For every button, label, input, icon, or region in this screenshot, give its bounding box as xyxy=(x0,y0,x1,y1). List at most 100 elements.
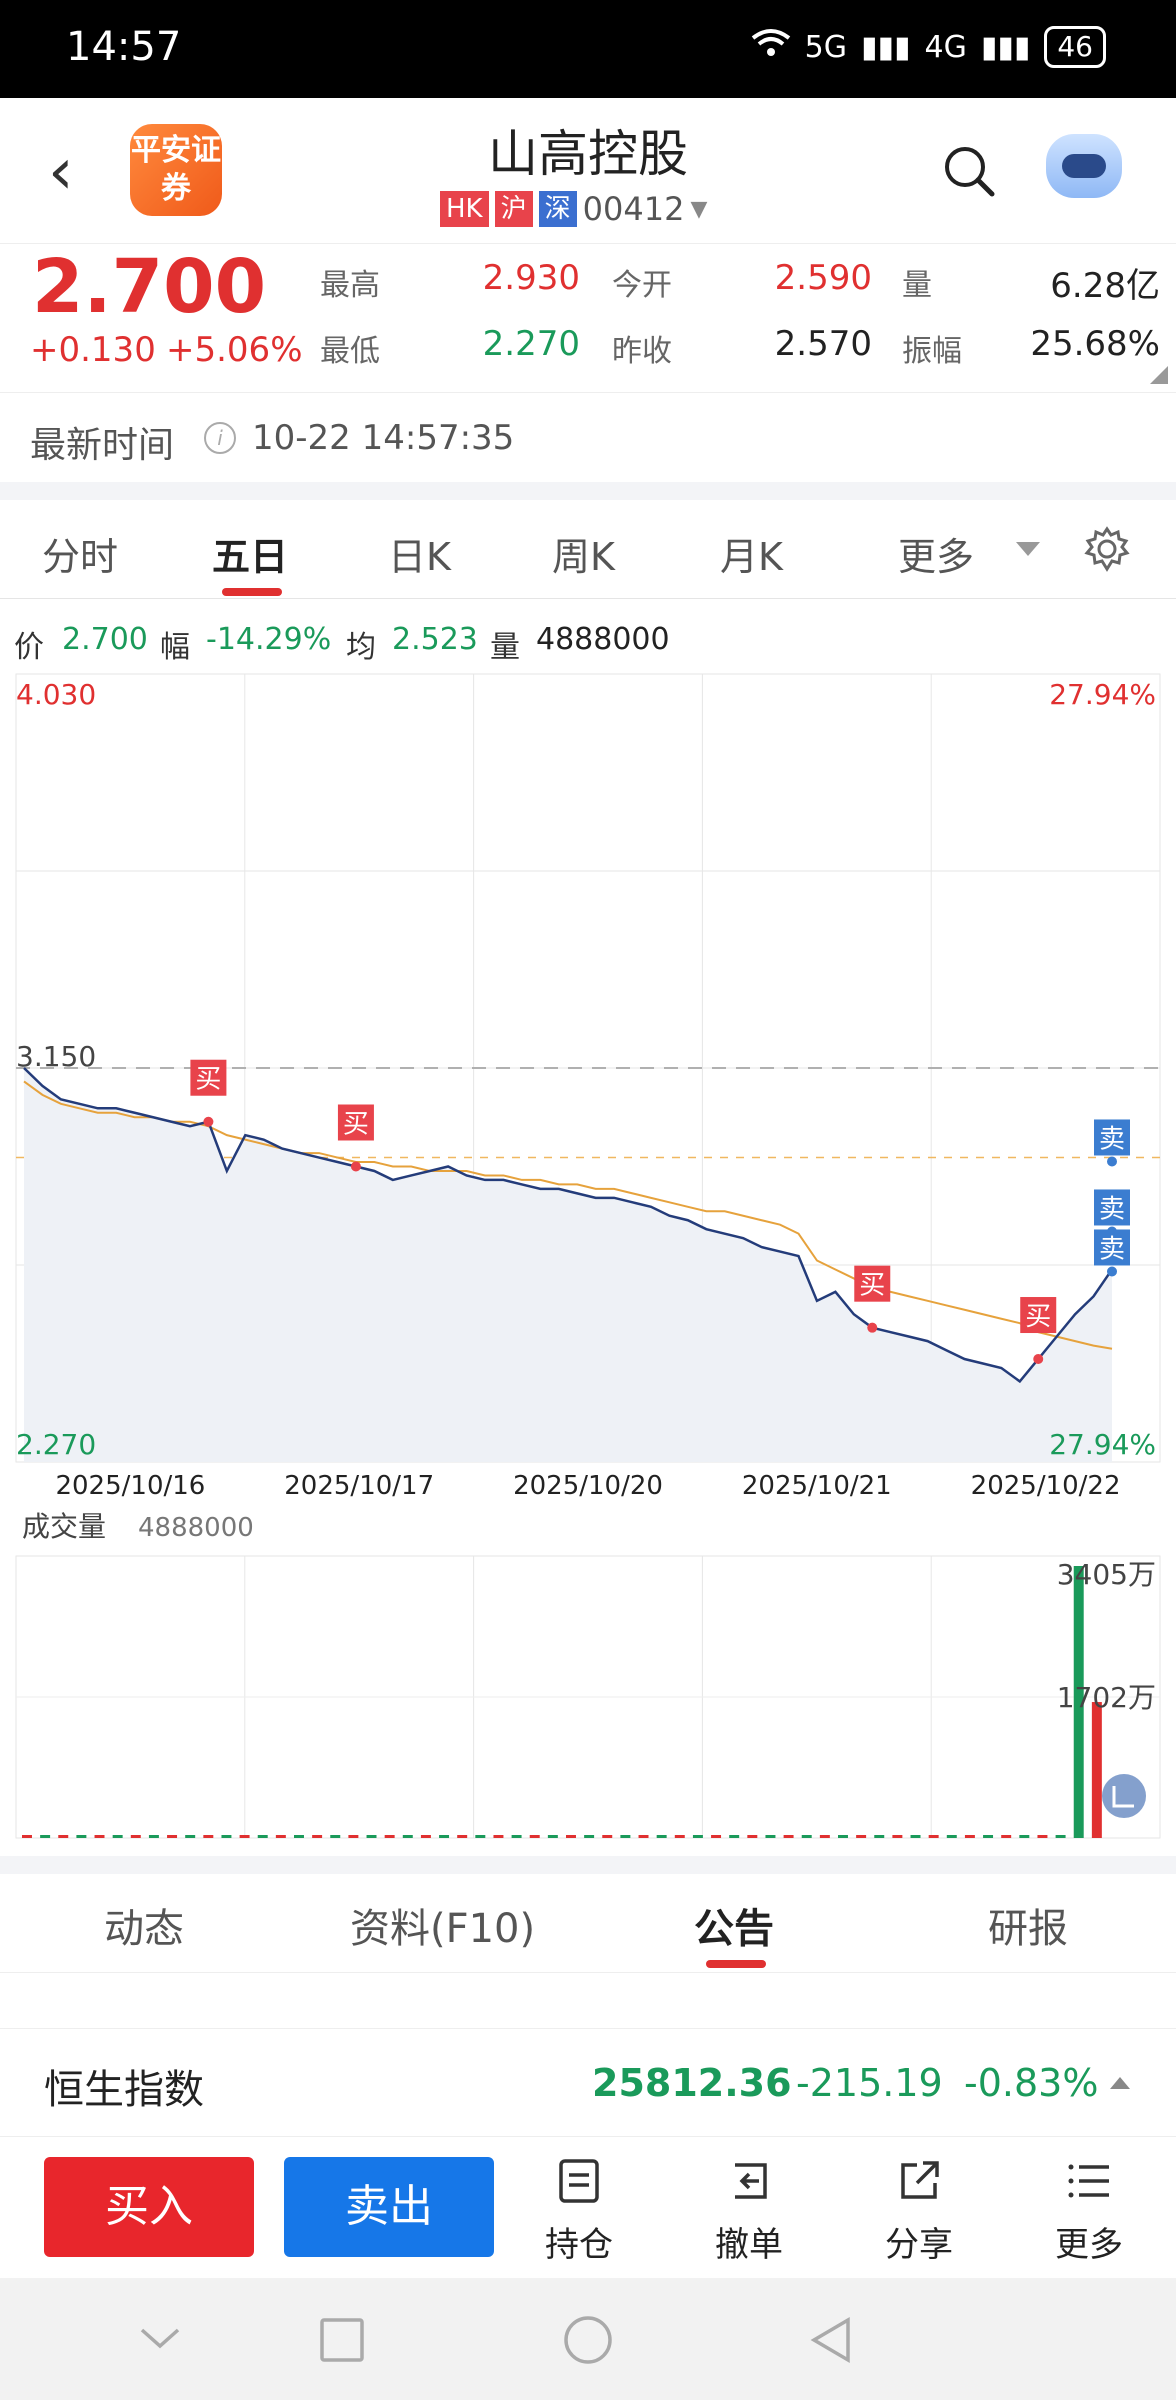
volume-bar xyxy=(783,1835,794,1838)
tab-f10[interactable]: 资料(F10) xyxy=(350,1906,536,1952)
tab-news[interactable]: 动态 xyxy=(104,1906,184,1952)
index-ticker[interactable]: 恒生指数 25812.36 -215.19 -0.83% xyxy=(0,2028,1176,2135)
sell-marker-dot xyxy=(1107,1156,1117,1167)
buy-marker-badge xyxy=(337,1104,374,1141)
search-icon[interactable] xyxy=(942,144,996,202)
latest-time-label: 最新时间 xyxy=(30,425,175,466)
buy-button[interactable]: 买入 xyxy=(44,2157,254,2257)
buy-marker-dot xyxy=(1033,1354,1044,1365)
volume-bar xyxy=(1019,1835,1030,1838)
tab-monthly-k[interactable]: 月K xyxy=(720,535,783,579)
prev-close-label: 昨收 xyxy=(612,334,672,369)
back-nav-icon[interactable] xyxy=(806,2314,858,2366)
current-price: 2.700 xyxy=(32,244,267,330)
info-vol-label: 量 xyxy=(490,630,520,665)
info-icon[interactable]: i xyxy=(204,422,236,454)
trade-action-bar: 买入 卖出 持仓 撤单 分享 更多 xyxy=(0,2136,1176,2279)
fullscreen-icon[interactable] xyxy=(1102,1774,1146,1818)
stock-header: ‹ 平安证券 山高控股 HK 沪 深 00412 ▼ xyxy=(0,98,1176,244)
volume-bar xyxy=(257,1835,268,1838)
stock-code-row[interactable]: HK 沪 深 00412 ▼ xyxy=(440,190,707,228)
share-button[interactable]: 分享 xyxy=(864,2157,974,2266)
volume-bar xyxy=(674,1835,685,1838)
chevron-up-icon[interactable] xyxy=(1110,2077,1130,2089)
cancel-order-button[interactable]: 撤单 xyxy=(694,2157,804,2266)
buy-marker-badge xyxy=(854,1265,891,1302)
volume-bar xyxy=(638,1835,649,1838)
share-label: 分享 xyxy=(885,2225,953,2265)
volume-bar xyxy=(765,1835,776,1838)
y-min-label: 2.270 xyxy=(16,1428,96,1461)
home-icon[interactable] xyxy=(562,2314,614,2366)
volume-bar xyxy=(439,1835,450,1838)
fullscreen-icon-bg xyxy=(1102,1774,1146,1818)
info-tabs: 动态 资料(F10) 公告 研报 xyxy=(0,1874,1176,1973)
back-icon[interactable]: ‹ xyxy=(48,135,74,209)
five-day-price-chart[interactable]: 4.030 27.94% 3.150 2.270 27.94% 2025/10/16 202… xyxy=(0,666,1176,1506)
buy-marker-badge xyxy=(190,1059,227,1096)
tag-sh: 沪 xyxy=(494,191,533,227)
chart-tabs: 分时 五日 日K 周K 月K 更多 xyxy=(0,500,1176,599)
buy-marker-label: 买 xyxy=(1025,1302,1051,1332)
ref-price-label: 3.150 xyxy=(16,1040,96,1073)
amplitude-label: 振幅 xyxy=(902,334,962,369)
volume-bar xyxy=(729,1835,740,1838)
broker-logo: 平安证券 xyxy=(130,124,222,216)
open-label: 今开 xyxy=(612,268,672,303)
index-change-pct: -0.83% xyxy=(964,2061,1099,2105)
sell-marker-dot xyxy=(1107,1266,1117,1277)
volume-bar xyxy=(112,1835,123,1838)
volume-bar xyxy=(874,1835,885,1838)
buy-marker-badge xyxy=(1020,1297,1057,1334)
more-button[interactable]: 更多 xyxy=(1034,2157,1144,2266)
expand-corner-icon[interactable] xyxy=(1150,366,1168,384)
volume-bar xyxy=(185,1835,196,1838)
sell-marker-label: 卖 xyxy=(1099,1234,1125,1264)
volume-bar xyxy=(946,1835,957,1838)
tab-research[interactable]: 研报 xyxy=(988,1906,1068,1952)
tab-weekly-k[interactable]: 周K xyxy=(552,535,615,579)
price-area-fill xyxy=(24,1068,1112,1462)
tab-daily-k[interactable]: 日K xyxy=(388,535,451,579)
price-change-pct: +5.06% xyxy=(166,330,303,370)
volume-mid-label: 1702万 xyxy=(1057,1681,1156,1714)
volume-bar xyxy=(692,1835,703,1838)
volume-chart[interactable]: 成交量 4888000 3405万 1702万 xyxy=(0,1500,1176,1840)
status-bar: 14:57 5G ▮▮▮ 4G ▮▮▮ 46 xyxy=(0,0,1176,98)
volume-bar xyxy=(838,1835,848,1838)
sell-marker-label: 卖 xyxy=(1099,1124,1125,1154)
buy-marker-label: 买 xyxy=(195,1065,221,1095)
chevron-down-icon xyxy=(1016,542,1040,556)
index-name: 恒生指数 xyxy=(44,2067,204,2113)
buy-marker-label: 买 xyxy=(343,1110,369,1140)
volume-bar xyxy=(330,1835,341,1838)
info-pct-label: 幅 xyxy=(160,630,190,665)
share-icon xyxy=(901,2161,939,2199)
chevron-down-icon: ▼ xyxy=(690,196,708,222)
tab-more[interactable]: 更多 xyxy=(898,535,975,579)
volume-max-label: 3405万 xyxy=(1057,1558,1156,1591)
volume-bar xyxy=(747,1835,758,1838)
tab-announcements[interactable]: 公告 xyxy=(694,1906,774,1952)
recent-apps-icon[interactable] xyxy=(318,2316,366,2364)
section-divider xyxy=(0,482,1176,500)
wifi-icon xyxy=(751,28,791,66)
open-value: 2.590 xyxy=(774,258,872,298)
volume-bar xyxy=(511,1835,522,1838)
info-vol: 4888000 xyxy=(536,622,670,657)
x-date-label: 2025/10/21 xyxy=(742,1471,892,1501)
tab-intraday[interactable]: 分时 xyxy=(42,535,119,579)
volume-bar xyxy=(819,1835,830,1838)
collapse-chevron-icon[interactable] xyxy=(136,2320,184,2356)
price-change: +0.130 xyxy=(30,330,156,370)
settings-gear-icon[interactable] xyxy=(1084,526,1130,576)
volume-bar xyxy=(964,1835,975,1838)
assistant-robot-icon[interactable] xyxy=(1046,134,1122,198)
volume-bar xyxy=(711,1835,722,1838)
network-4g-label: 4G xyxy=(924,29,967,65)
sell-button[interactable]: 卖出 xyxy=(284,2157,494,2257)
position-button[interactable]: 持仓 xyxy=(524,2157,634,2266)
high-label: 最高 xyxy=(320,268,380,303)
tab-five-day[interactable]: 五日 xyxy=(212,535,289,579)
pct-min-label: 27.94% xyxy=(1049,1428,1156,1461)
